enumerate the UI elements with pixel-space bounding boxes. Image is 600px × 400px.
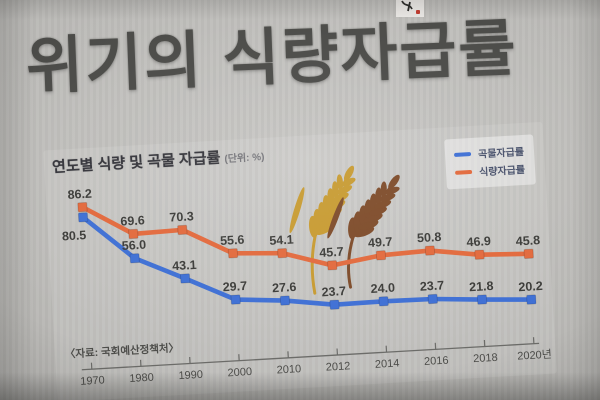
x-tick-label: 2000	[227, 366, 252, 379]
x-tick-label: 1980	[129, 372, 154, 385]
series-line	[80, 204, 532, 268]
x-tick-label: 1990	[178, 369, 203, 382]
value-label: 49.7	[368, 235, 393, 250]
data-point-marker	[378, 296, 389, 307]
data-point-marker	[327, 260, 338, 271]
legend-label-grain: 곡물자급률	[477, 146, 525, 161]
series-line	[80, 215, 534, 307]
value-label: 29.7	[222, 279, 247, 294]
data-point-marker	[230, 294, 241, 305]
value-label: 54.1	[269, 232, 294, 247]
data-point-marker	[77, 212, 89, 223]
value-label: 24.0	[370, 281, 395, 296]
chart-legend: 곡물자급률 식량자급률	[444, 134, 536, 190]
value-label: 55.6	[220, 233, 245, 248]
chart-unit-label: (단위: %)	[224, 151, 265, 166]
value-label: 20.2	[518, 279, 543, 294]
legend-label-food: 식량자급률	[478, 164, 526, 179]
value-label: 70.3	[169, 209, 194, 224]
chart-panel: 연도별 식량 및 곡물 자급률 (단위: %) 곡물자급률 식량자급률 1970 1…	[43, 121, 557, 400]
x-tick-label: 1970	[80, 374, 105, 387]
value-label: 69.6	[120, 213, 145, 228]
data-point-marker	[177, 224, 188, 236]
x-tick-label: 2012	[326, 360, 351, 373]
cutoff-stamp	[396, 0, 424, 17]
data-point-marker	[128, 228, 139, 240]
value-label: 80.5	[62, 228, 87, 243]
data-point-marker	[179, 273, 191, 284]
value-label: 86.2	[67, 187, 92, 202]
x-tick-label: 2010	[276, 363, 301, 376]
stamp-red-dot	[416, 10, 420, 14]
data-point-marker	[526, 294, 537, 305]
data-point-marker	[277, 247, 288, 259]
legend-swatch-grain-icon	[453, 151, 472, 157]
value-label: 21.8	[469, 279, 494, 294]
data-point-marker	[375, 250, 387, 261]
data-point-marker	[329, 299, 340, 310]
legend-item-grain: 곡물자급률	[453, 143, 525, 162]
stamp-glyph	[401, 0, 413, 12]
x-tick-label: 2014	[375, 357, 400, 370]
legend-swatch-food-icon	[454, 169, 473, 175]
data-point-marker	[77, 201, 88, 213]
data-point-marker	[427, 293, 438, 305]
data-point-marker	[474, 249, 485, 260]
value-label: 23.7	[419, 278, 444, 293]
value-label: 50.8	[417, 230, 442, 245]
value-label: 46.9	[466, 234, 491, 249]
x-tick-label: 2018	[473, 352, 498, 365]
value-label: 23.7	[321, 284, 346, 299]
data-point-marker	[424, 245, 436, 256]
x-axis-line	[81, 342, 540, 371]
value-label: 27.6	[272, 280, 297, 295]
value-label: 56.0	[121, 238, 146, 253]
value-label: 45.7	[319, 245, 344, 260]
x-tick-label: 2016	[424, 355, 449, 368]
legend-item-food: 식량자급률	[454, 161, 526, 180]
line-chart: 1970 1980 1990 2000 2010 2012 2014 2016 2018 2020…	[62, 165, 552, 388]
value-label: 45.8	[515, 233, 540, 248]
x-tick-label: 2020년	[517, 348, 552, 363]
wheat-illustration	[289, 165, 400, 295]
data-point-marker	[279, 295, 291, 306]
data-point-marker	[129, 253, 140, 264]
value-label: 43.1	[172, 258, 197, 273]
data-point-marker	[476, 294, 488, 305]
slide-title: 위기의 식량자급률	[24, 14, 519, 102]
data-point-marker	[523, 248, 534, 260]
data-point-marker	[227, 248, 239, 259]
